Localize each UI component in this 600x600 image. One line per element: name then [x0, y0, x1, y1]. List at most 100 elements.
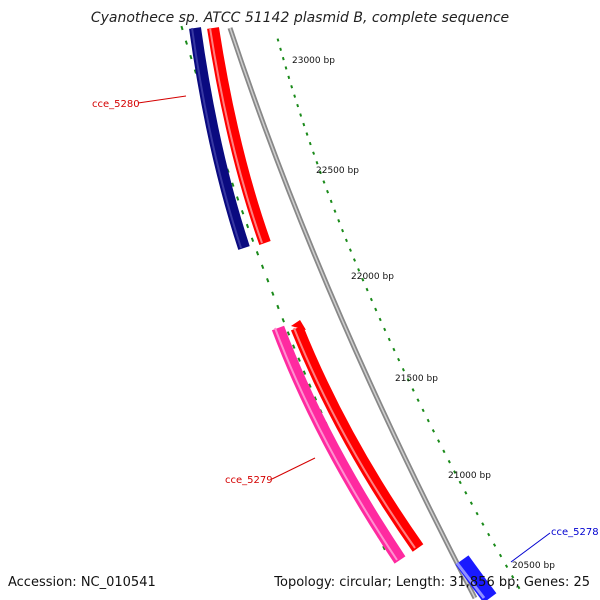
tick-mark	[464, 491, 468, 495]
tick-mark	[290, 85, 294, 89]
tick-mark	[281, 318, 285, 323]
tick-mark	[302, 122, 306, 127]
tick-mark	[348, 248, 352, 252]
tick-mark	[305, 132, 309, 136]
gene-label-cce-5279[interactable]: cce_5279	[225, 475, 273, 486]
tick-mark	[352, 258, 357, 262]
map-title: Cyanothece sp. ATCC 51142 plasmid B, com…	[90, 10, 510, 26]
accession-text: Accession: NC_010541	[8, 575, 156, 590]
tick-mark	[426, 418, 430, 423]
gene-arc-red-bottom[interactable]	[290, 325, 424, 552]
tick-mark	[250, 237, 255, 242]
tick-mark	[296, 103, 300, 108]
tick-mark	[318, 170, 322, 175]
tick-mark	[357, 268, 361, 272]
tick-mark	[344, 238, 348, 243]
tick-mark	[299, 113, 303, 117]
tick-mark	[180, 25, 184, 31]
tick-mark	[184, 40, 188, 45]
tick-mark	[383, 327, 387, 332]
tick-mark	[297, 357, 301, 362]
tick-mark	[260, 264, 265, 270]
tick-mark	[329, 199, 333, 204]
tick-label-21500: 21500 bp	[395, 374, 438, 384]
tick-mark	[266, 278, 270, 283]
tick-mark	[312, 151, 316, 155]
tick-label-20500: 20500 bp	[512, 561, 555, 571]
tick-mark	[511, 575, 515, 579]
tick-mark	[421, 408, 425, 413]
tick-mark	[492, 543, 497, 547]
tick-mark	[308, 141, 312, 146]
tick-mark	[453, 470, 457, 474]
gene-arc-pink[interactable]	[271, 325, 406, 564]
gene-arc-red-bottom-shade	[293, 327, 416, 549]
tick-mark	[369, 297, 373, 302]
tick-mark	[382, 545, 386, 551]
tick-mark	[365, 287, 369, 292]
tick-mark	[333, 209, 337, 213]
tick-label-22500: 22500 bp	[316, 166, 359, 176]
tick-mark	[255, 251, 260, 256]
tick-mark	[401, 367, 405, 372]
tick-mark	[487, 532, 491, 537]
gene-arc-navy-shade	[191, 27, 242, 249]
major-ticks	[276, 38, 521, 590]
tick-mark	[315, 160, 319, 165]
gene-label-cce-5280[interactable]: cce_5280	[92, 99, 140, 110]
tick-mark	[236, 196, 240, 201]
tick-mark	[189, 54, 193, 60]
tick-mark	[378, 317, 382, 322]
tick-mark	[337, 219, 341, 223]
tick-mark	[308, 383, 312, 388]
tick-mark	[231, 182, 235, 187]
gene-arc-blue[interactable]	[455, 555, 497, 600]
gene-arrowhead-red-bottom	[291, 320, 306, 330]
tick-mark	[302, 370, 307, 375]
tick-mark	[498, 553, 503, 558]
gene-arc-navy[interactable]	[189, 27, 250, 250]
tick-mark	[245, 223, 250, 229]
tick-mark	[279, 47, 282, 51]
tick-mark	[431, 429, 435, 433]
backbone-arc	[227, 27, 478, 600]
tick-mark	[517, 585, 521, 590]
tick-mark	[411, 388, 415, 392]
tick-mark	[458, 480, 462, 485]
leader-line-cce-5280	[137, 95, 187, 104]
tick-mark	[416, 398, 420, 402]
tick-mark	[271, 291, 275, 296]
tick-mark	[240, 210, 245, 215]
tick-mark	[397, 357, 401, 362]
backbone-arc-highlight	[229, 27, 476, 599]
leader-line-cce-5278	[510, 532, 551, 563]
tick-label-23000: 23000 bp	[292, 56, 335, 66]
gene-arc-red-top[interactable]	[207, 27, 271, 246]
gene-arc-red-top-shade	[209, 27, 263, 244]
tick-mark	[293, 94, 297, 98]
tick-mark	[281, 56, 285, 61]
tick-mark	[292, 344, 296, 349]
tick-mark	[504, 564, 509, 568]
tick-mark	[392, 347, 396, 352]
tick-mark	[286, 331, 291, 336]
tick-mark	[361, 277, 365, 282]
topology-summary: Topology: circular; Length: 31,856 bp; G…	[274, 575, 590, 590]
tick-mark	[326, 189, 330, 194]
tick-mark	[322, 180, 326, 184]
tick-mark	[341, 228, 345, 233]
tick-mark	[481, 522, 485, 526]
tick-label-21000: 21000 bp	[448, 471, 491, 481]
tick-mark	[276, 304, 280, 310]
tick-mark	[374, 307, 378, 312]
tick-mark	[276, 38, 280, 42]
gene-label-cce-5278[interactable]: cce_5278	[551, 527, 599, 538]
tick-mark	[469, 501, 473, 505]
tick-mark	[387, 337, 391, 342]
gene-arc-pink-shade	[274, 327, 398, 561]
gene-arc-blue-shade	[455, 562, 486, 599]
tick-mark	[284, 66, 288, 70]
tick-label-22000: 22000 bp	[351, 272, 394, 282]
tick-mark	[313, 396, 318, 401]
